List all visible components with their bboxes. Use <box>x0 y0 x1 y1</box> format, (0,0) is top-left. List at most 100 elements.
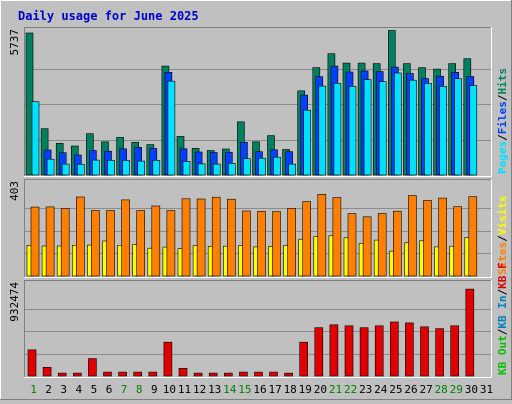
legend-separator: / <box>496 328 509 335</box>
bar <box>118 371 127 377</box>
bar <box>181 198 191 277</box>
bar <box>348 86 357 176</box>
bar <box>73 372 82 377</box>
x-tick-label: 20 <box>314 383 327 396</box>
bar <box>193 372 203 377</box>
bar <box>77 164 85 176</box>
bar <box>468 196 478 277</box>
svg-text:Sites/Visits: Sites/Visits <box>496 196 509 276</box>
bar <box>374 325 384 377</box>
bar <box>287 208 296 277</box>
x-tick-label: 11 <box>178 383 191 396</box>
x-tick-label: 2 <box>45 383 52 396</box>
x-tick-label: 25 <box>389 383 402 396</box>
x-tick-label: 22 <box>344 383 357 396</box>
bar <box>178 367 188 377</box>
bar <box>329 324 339 377</box>
bar <box>167 80 176 176</box>
bar <box>107 160 115 176</box>
x-tick-label: 7 <box>121 383 128 396</box>
bar <box>453 206 463 277</box>
series-sites <box>30 194 478 277</box>
bar <box>408 195 417 277</box>
legend-label: Sites <box>496 242 509 275</box>
y-max-label: 932474 <box>8 282 21 322</box>
bar <box>317 194 327 277</box>
panel-hits-files-pages: 5737 Pages/Files/Hits <box>8 27 509 177</box>
bar <box>212 163 221 176</box>
x-tick-label: 16 <box>253 383 266 396</box>
bar <box>363 79 372 176</box>
legend: Pages/Files/Hits <box>496 68 509 174</box>
panel-kb: 932474 KB Out/KB In/KB F <box>8 262 509 378</box>
bar <box>423 200 432 277</box>
panel-visits-sites: 403 Sites/Visits <box>8 179 509 278</box>
bar <box>392 210 402 277</box>
x-tick-label: 12 <box>193 383 206 396</box>
bar <box>333 83 342 176</box>
bar <box>438 197 447 277</box>
bar <box>258 157 266 176</box>
bar <box>465 288 475 377</box>
panel-plot-area <box>24 280 492 378</box>
bar <box>57 372 67 377</box>
x-tick-label: 15 <box>238 383 251 396</box>
bar <box>424 83 432 176</box>
bar <box>332 197 342 277</box>
bar <box>166 210 176 277</box>
x-tick-label: 28 <box>435 383 448 396</box>
x-tick-label: 31 <box>480 383 493 396</box>
bar <box>60 208 70 277</box>
bar <box>163 341 173 377</box>
bar <box>303 109 312 176</box>
bar <box>136 210 145 277</box>
bar <box>76 196 85 277</box>
x-tick-label: 30 <box>465 383 478 396</box>
bar <box>362 216 372 277</box>
bar <box>196 198 206 277</box>
bar <box>318 85 327 176</box>
bar <box>228 163 236 176</box>
bar <box>272 211 281 277</box>
x-tick-label: 4 <box>75 383 82 396</box>
bar <box>227 198 236 277</box>
x-axis-day-labels: 1 2 3 4 5 6 7 8 9 10 11 12 13 14 15 16 17 18 19 20 21 22 23 24 2… <box>30 383 493 396</box>
bar <box>92 159 100 176</box>
bar <box>254 371 263 377</box>
legend: Sites/Visits <box>496 196 509 276</box>
x-tick-label: 10 <box>163 383 176 396</box>
bar <box>103 371 112 377</box>
bar <box>182 161 191 176</box>
svg-text:Pages/Files/Hits: Pages/Files/Hits <box>496 68 509 174</box>
x-tick-label: 26 <box>404 383 417 396</box>
x-tick-label: 17 <box>268 383 281 396</box>
bar <box>239 371 248 377</box>
series-pages <box>31 72 478 176</box>
legend: KB Out/KB In/KB F <box>496 262 509 375</box>
bar <box>273 156 281 176</box>
bar <box>405 322 414 377</box>
bar <box>208 372 218 377</box>
x-tick-label: 6 <box>106 383 113 396</box>
bar <box>302 201 312 277</box>
bar <box>46 158 55 176</box>
x-tick-label: 14 <box>223 383 237 396</box>
x-tick-label: 29 <box>450 383 463 396</box>
legend-separator: / <box>496 289 509 296</box>
x-tick-label: 21 <box>329 383 342 396</box>
bar <box>133 371 142 377</box>
bar <box>45 206 55 277</box>
x-tick-label: 5 <box>91 383 98 396</box>
x-tick-label: 23 <box>359 383 372 396</box>
bar <box>393 72 402 176</box>
chart-title: Daily usage for June 2025 <box>18 9 199 23</box>
x-tick-label: 8 <box>136 383 143 396</box>
bar <box>91 210 100 277</box>
legend-separator: / <box>496 134 509 141</box>
bar <box>121 199 130 277</box>
bar <box>31 101 40 176</box>
bar <box>42 366 52 377</box>
bar <box>389 321 399 377</box>
y-max-label: 5737 <box>8 29 21 56</box>
